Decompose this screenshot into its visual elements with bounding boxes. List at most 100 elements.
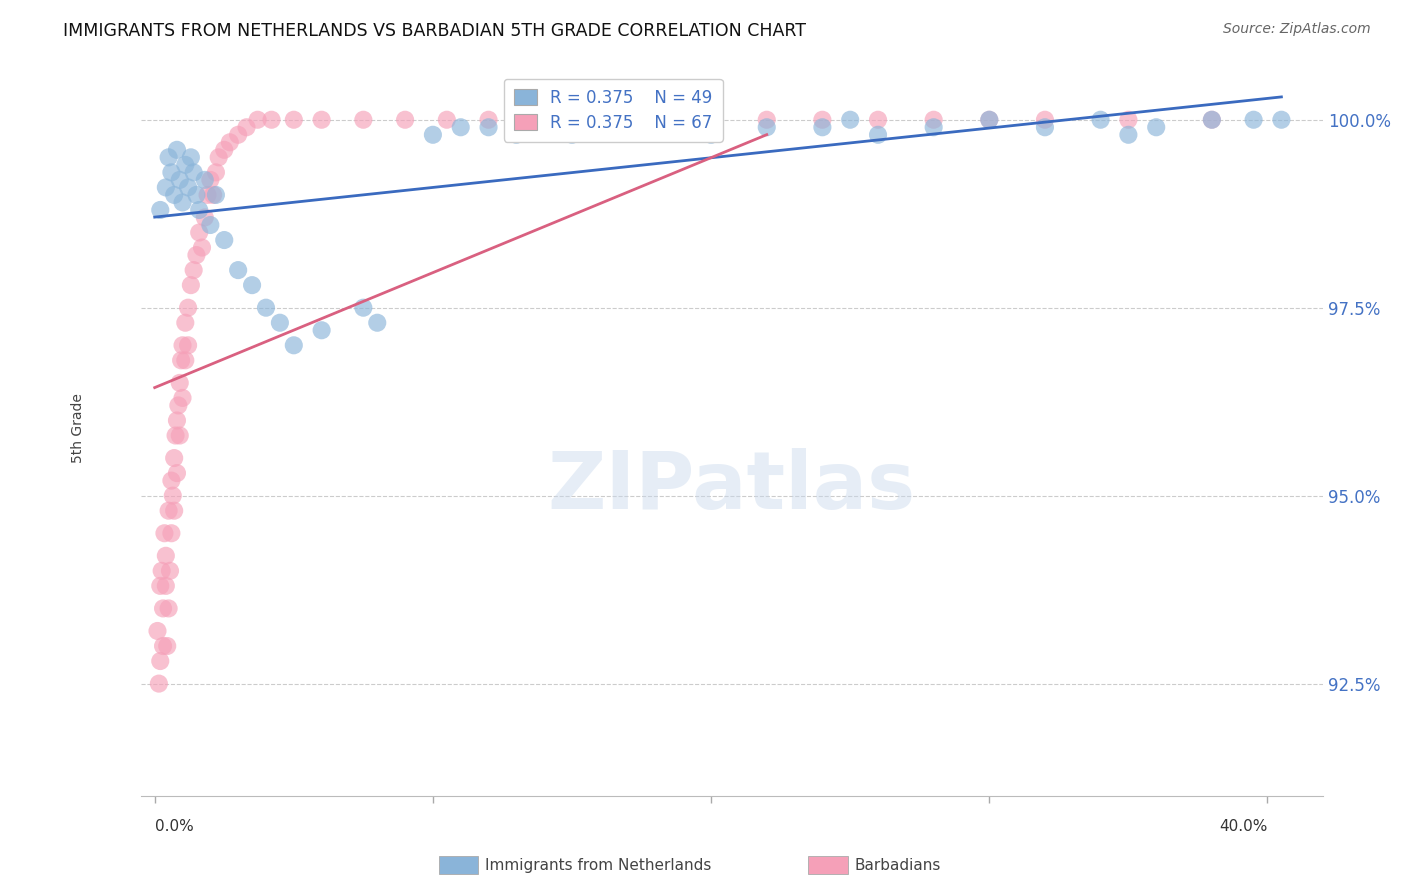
Point [165, 428, 187, 442]
Point [200, 218, 222, 232]
Point [311, 112, 333, 127]
Point [152, 601, 174, 615]
Point [163, 188, 186, 202]
Point [174, 353, 197, 368]
Point [191, 241, 214, 255]
Point [422, 128, 444, 142]
Point [146, 624, 169, 638]
Point [218, 136, 240, 150]
Point [177, 338, 200, 352]
Point [283, 112, 305, 127]
Point [240, 278, 263, 293]
Point [169, 428, 191, 442]
Text: ZIPatlas: ZIPatlas [548, 448, 917, 526]
Point [205, 165, 228, 179]
Point [616, 120, 638, 135]
Point [202, 188, 225, 202]
Point [260, 112, 283, 127]
Point [177, 301, 200, 315]
Point [166, 143, 188, 157]
Point [166, 466, 188, 480]
Point [169, 376, 191, 390]
Point [755, 112, 778, 127]
Point [246, 112, 269, 127]
Point [644, 112, 666, 127]
Text: 0.0%: 0.0% [155, 819, 194, 834]
Point [160, 526, 183, 541]
Point [269, 316, 291, 330]
Y-axis label: 5th Grade: 5th Grade [72, 393, 86, 463]
Point [180, 278, 202, 293]
Point [1144, 120, 1167, 135]
Point [1118, 112, 1140, 127]
Point [226, 128, 249, 142]
Point [160, 474, 183, 488]
Point [700, 112, 723, 127]
Text: Barbadians: Barbadians [855, 858, 941, 872]
Point [188, 202, 211, 217]
Point [700, 128, 723, 142]
Point [170, 353, 193, 368]
Point [922, 112, 945, 127]
Point [436, 112, 458, 127]
Point [644, 120, 666, 135]
Point [533, 120, 555, 135]
Point [866, 128, 889, 142]
Point [235, 120, 257, 135]
Point [477, 120, 499, 135]
Point [366, 316, 388, 330]
Point [183, 263, 205, 277]
Point [254, 301, 277, 315]
Point [589, 112, 612, 127]
Point [172, 195, 194, 210]
Point [157, 150, 180, 164]
Point [1118, 128, 1140, 142]
Point [1090, 112, 1112, 127]
Point [197, 188, 219, 202]
Point [672, 112, 695, 127]
Point [180, 150, 202, 164]
Point [922, 120, 945, 135]
Point [155, 549, 177, 563]
Point [186, 248, 208, 262]
Point [148, 676, 170, 690]
Point [174, 158, 197, 172]
Point [160, 165, 183, 179]
Point [149, 579, 172, 593]
Point [156, 639, 179, 653]
Point [194, 173, 217, 187]
Point [208, 150, 231, 164]
Point [194, 211, 217, 225]
Point [226, 263, 249, 277]
Point [174, 316, 197, 330]
Point [979, 112, 1001, 127]
Point [811, 120, 834, 135]
Point [839, 112, 862, 127]
Point [153, 526, 176, 541]
Point [149, 654, 172, 668]
Point [1201, 112, 1223, 127]
Point [172, 338, 194, 352]
Point [311, 323, 333, 337]
Point [1033, 120, 1056, 135]
Legend: R = 0.375    N = 49, R = 0.375    N = 67: R = 0.375 N = 49, R = 0.375 N = 67 [503, 79, 723, 142]
Point [755, 120, 778, 135]
Point [979, 112, 1001, 127]
Point [172, 391, 194, 405]
Point [177, 180, 200, 194]
Point [352, 301, 374, 315]
Point [1201, 112, 1223, 127]
Point [183, 165, 205, 179]
Point [167, 399, 190, 413]
Point [1270, 112, 1292, 127]
Point [212, 233, 235, 247]
Point [157, 504, 180, 518]
Point [188, 226, 211, 240]
Text: IMMIGRANTS FROM NETHERLANDS VS BARBADIAN 5TH GRADE CORRELATION CHART: IMMIGRANTS FROM NETHERLANDS VS BARBADIAN… [63, 22, 806, 40]
Point [477, 112, 499, 127]
Text: Source: ZipAtlas.com: Source: ZipAtlas.com [1223, 22, 1371, 37]
Point [150, 564, 173, 578]
Point [200, 173, 222, 187]
Text: 40.0%: 40.0% [1219, 819, 1267, 834]
Point [1033, 112, 1056, 127]
